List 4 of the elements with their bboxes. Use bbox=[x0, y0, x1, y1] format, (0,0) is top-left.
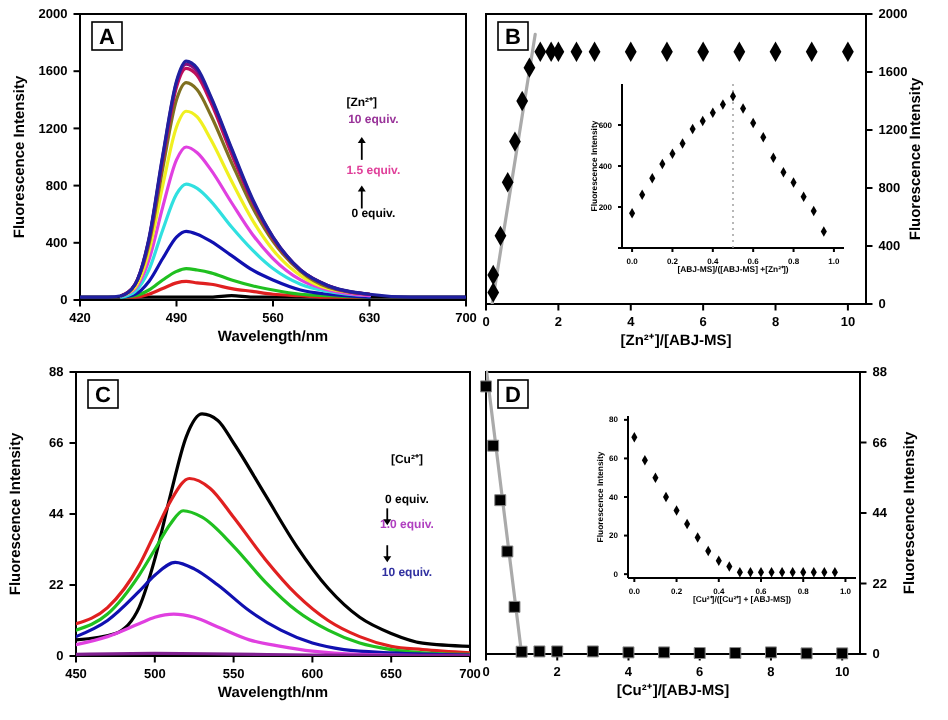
text: C bbox=[95, 384, 112, 408]
text: D bbox=[505, 384, 522, 408]
text: B bbox=[505, 26, 522, 50]
text: A bbox=[99, 26, 116, 50]
